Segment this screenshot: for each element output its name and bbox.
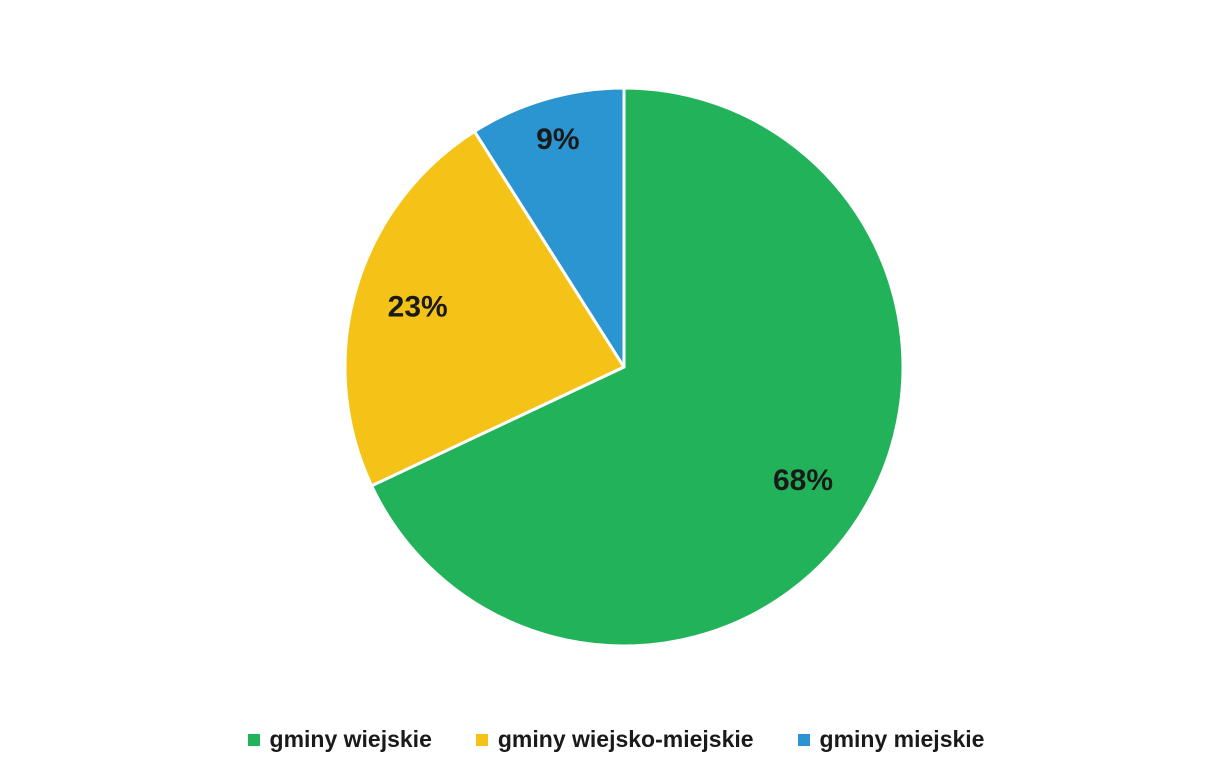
data-label-gminy-wiejskie: 68% (773, 464, 833, 497)
data-label-gminy-miejskie: 9% (536, 123, 579, 156)
legend-item-gminy-wiejskie: gminy wiejskie (247, 726, 432, 753)
pie-slice-gminy-miejskie (473, 86, 626, 369)
legend-label-gminy-wiejsko-miejskie: gminy wiejsko-miejskie (497, 726, 754, 752)
data-label-gminy-wiejsko-miejskie: 23% (388, 291, 448, 324)
legend-label-gminy-wiejskie: gminy wiejskie (269, 726, 432, 752)
legend-swatch-gminy-wiejskie (247, 733, 260, 746)
legend-swatch-gminy-wiejsko-miejskie (475, 733, 488, 746)
pie-slice-gminy-wiejsko-miejskie (343, 129, 626, 488)
legend-swatch-gminy-miejskie (797, 733, 810, 746)
legend-item-gminy-miejskie: gminy miejskie (797, 726, 985, 753)
legend-label-gminy-miejskie: gminy miejskie (819, 726, 985, 752)
pie-slice-gminy-wiejskie (370, 86, 905, 648)
legend: gminy wiejskie gminy wiejsko-miejskie gm… (0, 726, 1232, 753)
legend-item-gminy-wiejsko-miejskie: gminy wiejsko-miejskie (475, 726, 754, 753)
